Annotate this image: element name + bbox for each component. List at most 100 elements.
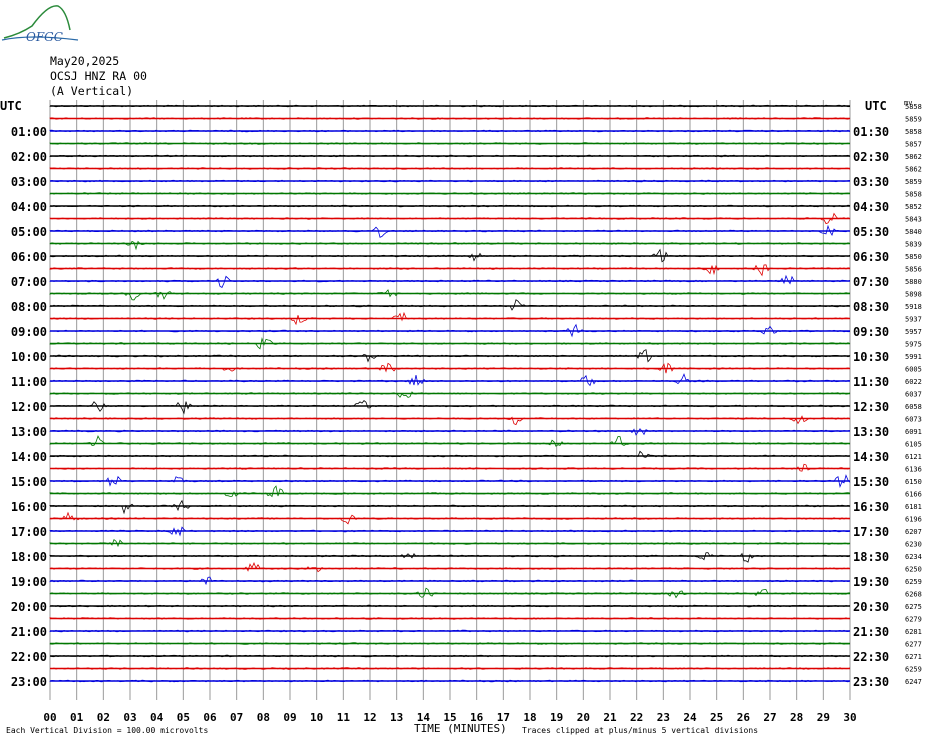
trace-value-label: 6105 [905,441,922,449]
hour-label-left: 06:00 [11,250,47,264]
trace-value-label: 6279 [905,616,922,624]
hour-label-right: 12:30 [853,400,889,414]
x-tick-label: 09 [283,711,296,724]
trace-value-label: 6230 [905,541,922,549]
x-tick-label: 16 [470,711,484,724]
trace-value-label: 5859 [905,116,922,124]
x-tick-label: 24 [683,711,697,724]
ofgc-logo: OFGC [1,5,79,44]
hour-label-left: 13:00 [11,425,47,439]
hour-label-right: 17:30 [853,525,889,539]
trace-value-label: 5839 [905,241,922,249]
trace-value-label: 5880 [905,278,922,286]
trace-value-label: 5857 [905,141,922,149]
trace-waveform [49,337,851,350]
trace-value-label: 6275 [905,603,922,611]
hour-label-right: 14:30 [853,450,889,464]
trace-waveform [49,450,851,458]
trace-waveform [49,539,851,548]
trace-value-label: 6247 [905,678,922,686]
trace-waveform [49,104,851,108]
trace-waveform [49,642,851,645]
hour-label-right: 15:30 [853,475,889,489]
trace-waveform [49,274,851,288]
hour-label-right: 21:30 [853,625,889,639]
x-tick-label: 19 [550,711,563,724]
trace-value-label: 5862 [905,166,922,174]
hour-label-left: 19:00 [11,575,47,589]
trace-waveform [49,526,851,537]
trace-waveform [49,428,851,436]
trace-waveform [49,204,851,208]
trace-waveform [49,435,851,447]
hour-label-right: 05:30 [853,225,889,239]
mv-label: mv [904,99,913,107]
x-tick-label: 02 [97,711,110,724]
x-tick-label: 18 [523,711,536,724]
x-tick-label: 25 [710,711,723,724]
trace-value-label: 6166 [905,491,922,499]
x-tick-label: 10 [310,711,323,724]
trace-value-label: 5840 [905,228,922,236]
trace-value-label: 6259 [905,666,922,674]
trace-waveform [49,629,851,633]
trace-value-label: 5859 [905,178,922,186]
trace-waveform [49,679,851,683]
trace-value-label: 5898 [905,291,922,299]
trace-value-label: 6073 [905,416,922,424]
hour-label-left: 04:00 [11,200,47,214]
trace-value-label: 5850 [905,253,922,261]
x-tick-label: 15 [443,711,456,724]
hour-label-right: 18:30 [853,550,889,564]
x-tick-label: 17 [497,711,510,724]
x-tick-label: 11 [337,711,351,724]
trace-value-label: 6150 [905,478,922,486]
trace-value-label: 6277 [905,641,922,649]
trace-value-label: 5858 [905,128,922,136]
hour-label-left: 05:00 [11,225,47,239]
station-code: OCSJ HNZ RA 00 [50,69,147,83]
trace-waveform [49,192,851,195]
trace-value-label: 5858 [905,103,922,111]
trace-waveform [49,654,851,658]
trace-waveform [49,248,851,263]
trace-waveform [49,349,851,363]
hour-label-right: 19:30 [853,575,889,589]
trace-value-label: 5918 [905,303,922,311]
hour-label-right: 10:30 [853,350,889,364]
trace-waveform [49,154,851,158]
vertical-division-note: Each Vertical Division = 100.00 microvol… [6,726,209,735]
trace-value-label: 6207 [905,528,922,536]
x-tick-label: 23 [657,711,670,724]
hour-label-left: 23:00 [11,675,47,689]
trace-value-label: 5975 [905,341,922,349]
hour-label-left: 18:00 [11,550,47,564]
hour-label-right: 16:30 [853,500,889,514]
trace-value-label: 6005 [905,366,922,374]
x-tick-label: 05 [177,711,190,724]
hour-label-left: 22:00 [11,650,47,664]
x-tick-label: 28 [790,711,803,724]
trace-value-label: 5858 [905,191,922,199]
x-tick-label: 26 [737,711,751,724]
hour-label-left: 08:00 [11,300,47,314]
trace-waveform [49,587,851,599]
trace-waveform [49,117,851,120]
trace-value-label: 6234 [905,553,922,561]
hour-label-right: 02:30 [853,150,889,164]
trace-value-label: 5937 [905,316,922,324]
trace-waveform [49,212,851,225]
hour-label-right: 06:30 [853,250,889,264]
trace-value-label: 6058 [905,403,922,411]
x-tick-label: 07 [230,711,243,724]
x-tick-label: 06 [203,711,217,724]
hour-label-left: 17:00 [11,525,47,539]
hour-label-right: 11:30 [853,375,889,389]
trace-waveform [49,485,851,498]
hour-label-right: 09:30 [853,325,889,339]
trace-value-label: 5843 [905,216,922,224]
trace-value-label: 6037 [905,391,922,399]
trace-waveform [49,617,851,620]
utc-label-left: UTC [0,99,22,113]
